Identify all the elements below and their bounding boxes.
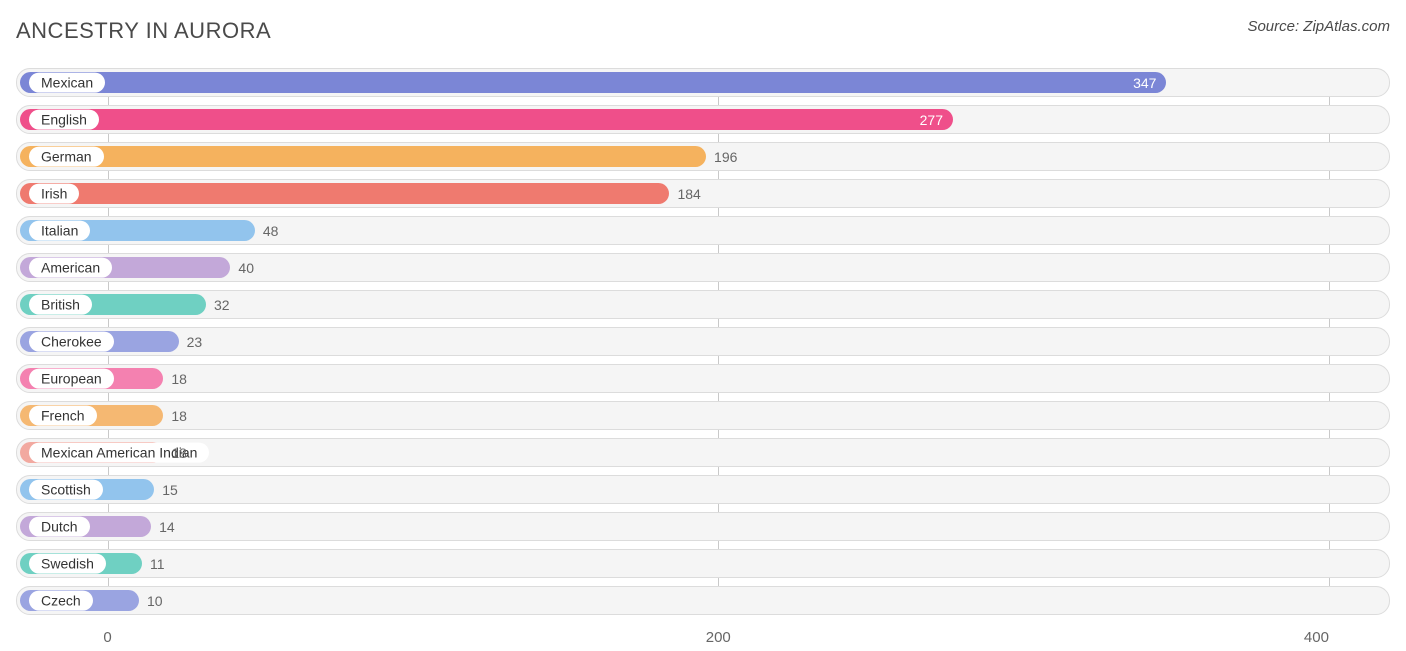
- bar-fill: 277: [20, 109, 953, 130]
- bars-wrapper: 347 Mexican 277 English German 196 Irish 184 Ita…: [16, 68, 1390, 615]
- x-axis: 0 200 400: [16, 623, 1390, 651]
- bar-track: Mexican American Indian18: [16, 438, 1390, 467]
- bar-track: 277 English: [16, 105, 1390, 134]
- bar-label: Dutch: [29, 516, 90, 537]
- bar-value: 18: [171, 408, 187, 424]
- chart-title: ANCESTRY IN AURORA: [16, 18, 271, 44]
- bar-value: 14: [159, 519, 175, 535]
- bar-track: French 18: [16, 401, 1390, 430]
- bar-track: Cherokee 23: [16, 327, 1390, 356]
- bar-track: Italian 48: [16, 216, 1390, 245]
- bar-track: Czech 10: [16, 586, 1390, 615]
- bar-label: Czech: [29, 590, 93, 611]
- chart-area: 347 Mexican 277 English German 196 Irish 184 Ita…: [16, 68, 1390, 651]
- bar-fill: 347: [20, 72, 1166, 93]
- bar-value: 184: [677, 186, 700, 202]
- bar-value: 32: [214, 297, 230, 313]
- bar-value: 18: [171, 445, 187, 461]
- bar-track: European 18: [16, 364, 1390, 393]
- bar-track: American 40: [16, 253, 1390, 282]
- bar-fill: [20, 183, 669, 204]
- axis-tick-label: 0: [103, 629, 111, 646]
- bar-label: Cherokee: [29, 331, 114, 352]
- bar-track: 347 Mexican: [16, 68, 1390, 97]
- bar-fill: [20, 146, 706, 167]
- bar-label: European: [29, 368, 114, 389]
- bar-value: 18: [171, 371, 187, 387]
- bar-label: German: [29, 146, 104, 167]
- bar-label: Italian: [29, 220, 90, 241]
- bar-track: Swedish 11: [16, 549, 1390, 578]
- axis-tick-label: 400: [1304, 629, 1329, 646]
- bar-value: 277: [920, 112, 943, 128]
- bar-label: Mexican: [29, 72, 105, 93]
- chart-header: ANCESTRY IN AURORA Source: ZipAtlas.com: [16, 18, 1390, 44]
- bar-label: French: [29, 405, 97, 426]
- bar-track: Irish 184: [16, 179, 1390, 208]
- bar-track: British 32: [16, 290, 1390, 319]
- bar-label: Swedish: [29, 553, 106, 574]
- chart-source: Source: ZipAtlas.com: [1247, 18, 1390, 35]
- bar-value: 23: [187, 334, 203, 350]
- bar-value: 10: [147, 593, 163, 609]
- bar-track: Dutch 14: [16, 512, 1390, 541]
- bar-value: 48: [263, 223, 279, 239]
- bar-label: British: [29, 294, 92, 315]
- bar-value: 347: [1133, 75, 1156, 91]
- bar-value: 40: [238, 260, 254, 276]
- bar-value: 11: [150, 556, 165, 572]
- bar-label: American: [29, 257, 112, 278]
- bar-value: 196: [714, 149, 737, 165]
- axis-tick-label: 200: [706, 629, 731, 646]
- bar-label: Irish: [29, 183, 79, 204]
- bar-label: English: [29, 109, 99, 130]
- bar-track: German 196: [16, 142, 1390, 171]
- bar-label: Scottish: [29, 479, 103, 500]
- chart-container: ANCESTRY IN AURORA Source: ZipAtlas.com …: [0, 0, 1406, 644]
- bar-track: Scottish 15: [16, 475, 1390, 504]
- bar-value: 15: [162, 482, 178, 498]
